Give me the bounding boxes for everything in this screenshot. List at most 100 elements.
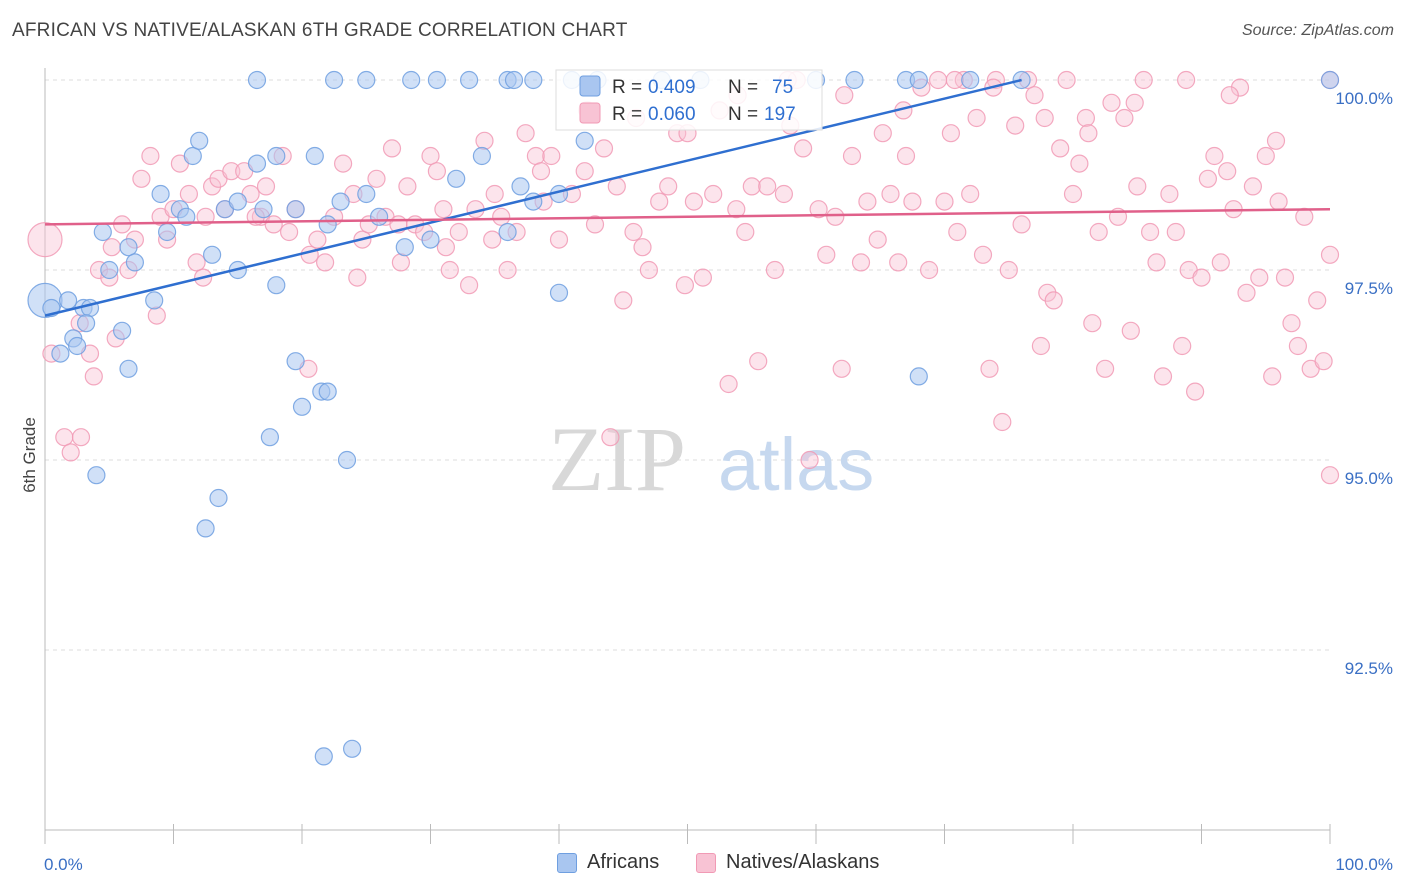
legend-item-natives: Natives/Alaskans xyxy=(696,851,879,874)
natives-point-101 xyxy=(851,253,871,272)
africans-point-26 xyxy=(331,192,350,211)
natives-point-129 xyxy=(1044,291,1063,310)
natives-point-117 xyxy=(967,108,986,128)
natives-point-192 xyxy=(436,238,455,257)
africans-point-44 xyxy=(524,70,543,90)
africans-point-14 xyxy=(151,184,170,204)
y-tick-label-1: 97.5% xyxy=(1345,279,1393,298)
africans-point-60 xyxy=(177,207,196,226)
natives-point-100 xyxy=(842,146,862,166)
natives-point-86 xyxy=(736,222,755,242)
natives-point-130 xyxy=(1051,139,1070,158)
africans-point-29 xyxy=(395,238,414,257)
natives-point-143 xyxy=(1134,70,1153,90)
africans-point-72 xyxy=(318,382,337,401)
natives-point-81 xyxy=(693,268,713,287)
legend-swatch-africans xyxy=(557,852,577,873)
stats-swatch-africans xyxy=(579,75,601,97)
natives-point-172 xyxy=(1320,245,1340,264)
africans-point-30 xyxy=(421,230,440,249)
natives-point-152 xyxy=(1192,268,1211,287)
africans-point-74 xyxy=(314,747,333,766)
natives-point-20 xyxy=(187,253,206,272)
natives-point-111 xyxy=(928,70,948,90)
natives-point-94 xyxy=(793,139,813,158)
natives-point-190 xyxy=(531,162,551,181)
natives-point-163 xyxy=(1263,367,1282,386)
natives-point-170 xyxy=(1308,291,1327,310)
stats-r-label-natives: R = xyxy=(612,104,642,125)
natives-point-85 xyxy=(727,200,746,219)
natives-point-13 xyxy=(132,169,151,188)
natives-point-164 xyxy=(1269,192,1288,211)
natives-point-87 xyxy=(742,177,761,196)
natives-point-180 xyxy=(1035,108,1054,128)
natives-point-2 xyxy=(55,428,74,447)
africans-point-22 xyxy=(267,146,286,166)
natives-point-194 xyxy=(348,268,367,287)
stats-legend: R = 0.409 N = 75 R = 0.060 N = 197 xyxy=(555,69,823,131)
natives-point-90 xyxy=(765,260,785,280)
africans-point-53 xyxy=(961,70,980,90)
africans-point-33 xyxy=(498,222,517,242)
natives-point-133 xyxy=(1070,154,1089,173)
legend-item-africans: Africans xyxy=(557,851,659,874)
natives-point-62 xyxy=(526,146,546,166)
natives-point-106 xyxy=(889,253,908,272)
series-africans-points xyxy=(27,70,1340,766)
africans-point-61 xyxy=(203,245,222,264)
africans-point-5 xyxy=(51,344,70,363)
natives-point-102 xyxy=(858,192,877,211)
africans-point-28 xyxy=(370,207,389,226)
natives-point-158 xyxy=(1230,78,1250,97)
africans-point-8 xyxy=(93,222,112,242)
axes xyxy=(44,68,1331,844)
legend-swatch-natives xyxy=(696,852,716,873)
africans-point-68 xyxy=(260,428,279,447)
natives-point-193 xyxy=(391,253,410,272)
africans-point-77 xyxy=(909,367,928,386)
natives-point-156 xyxy=(1218,162,1237,181)
africans-point-12 xyxy=(76,314,96,333)
natives-point-61 xyxy=(516,124,535,143)
natives-point-112 xyxy=(935,192,954,211)
natives-point-138 xyxy=(1102,93,1121,112)
natives-point-65 xyxy=(549,230,569,249)
natives-point-166 xyxy=(1282,314,1301,333)
africans-point-9 xyxy=(119,238,138,257)
natives-point-96 xyxy=(809,200,828,219)
natives-point-154 xyxy=(1205,146,1224,166)
africans-point-52 xyxy=(909,70,928,90)
natives-point-58 xyxy=(492,207,511,226)
natives-point-168 xyxy=(1295,207,1314,226)
natives-point-0 xyxy=(27,222,63,258)
natives-point-173 xyxy=(1320,466,1340,485)
natives-point-105 xyxy=(881,184,900,204)
natives-point-21 xyxy=(196,207,215,226)
africans-point-56 xyxy=(575,131,594,150)
natives-point-176 xyxy=(1220,86,1239,105)
natives-point-184 xyxy=(835,86,854,105)
natives-point-124 xyxy=(1012,215,1031,234)
legend-label-africans: Africans xyxy=(587,851,660,873)
natives-point-160 xyxy=(1243,177,1263,196)
natives-point-95 xyxy=(800,450,819,470)
natives-point-135 xyxy=(1083,314,1102,333)
stats-r-label-africans: R = xyxy=(612,77,642,98)
natives-point-114 xyxy=(948,222,967,242)
natives-point-57 xyxy=(483,230,502,249)
stats-r-value-africans: 0.409 xyxy=(648,77,696,98)
africans-point-43 xyxy=(504,70,524,90)
natives-point-182 xyxy=(945,70,964,90)
africans-trend-line xyxy=(44,78,1022,317)
africans-point-31 xyxy=(447,169,466,188)
africans-point-36 xyxy=(247,70,267,90)
natives-point-179 xyxy=(1079,124,1098,143)
natives-point-177 xyxy=(1176,70,1196,90)
natives-point-171 xyxy=(1314,352,1333,371)
natives-point-69 xyxy=(594,139,614,158)
natives-point-79 xyxy=(675,276,695,295)
natives-point-75 xyxy=(639,260,659,280)
natives-point-142 xyxy=(1128,177,1147,196)
africans-point-76 xyxy=(549,283,569,302)
